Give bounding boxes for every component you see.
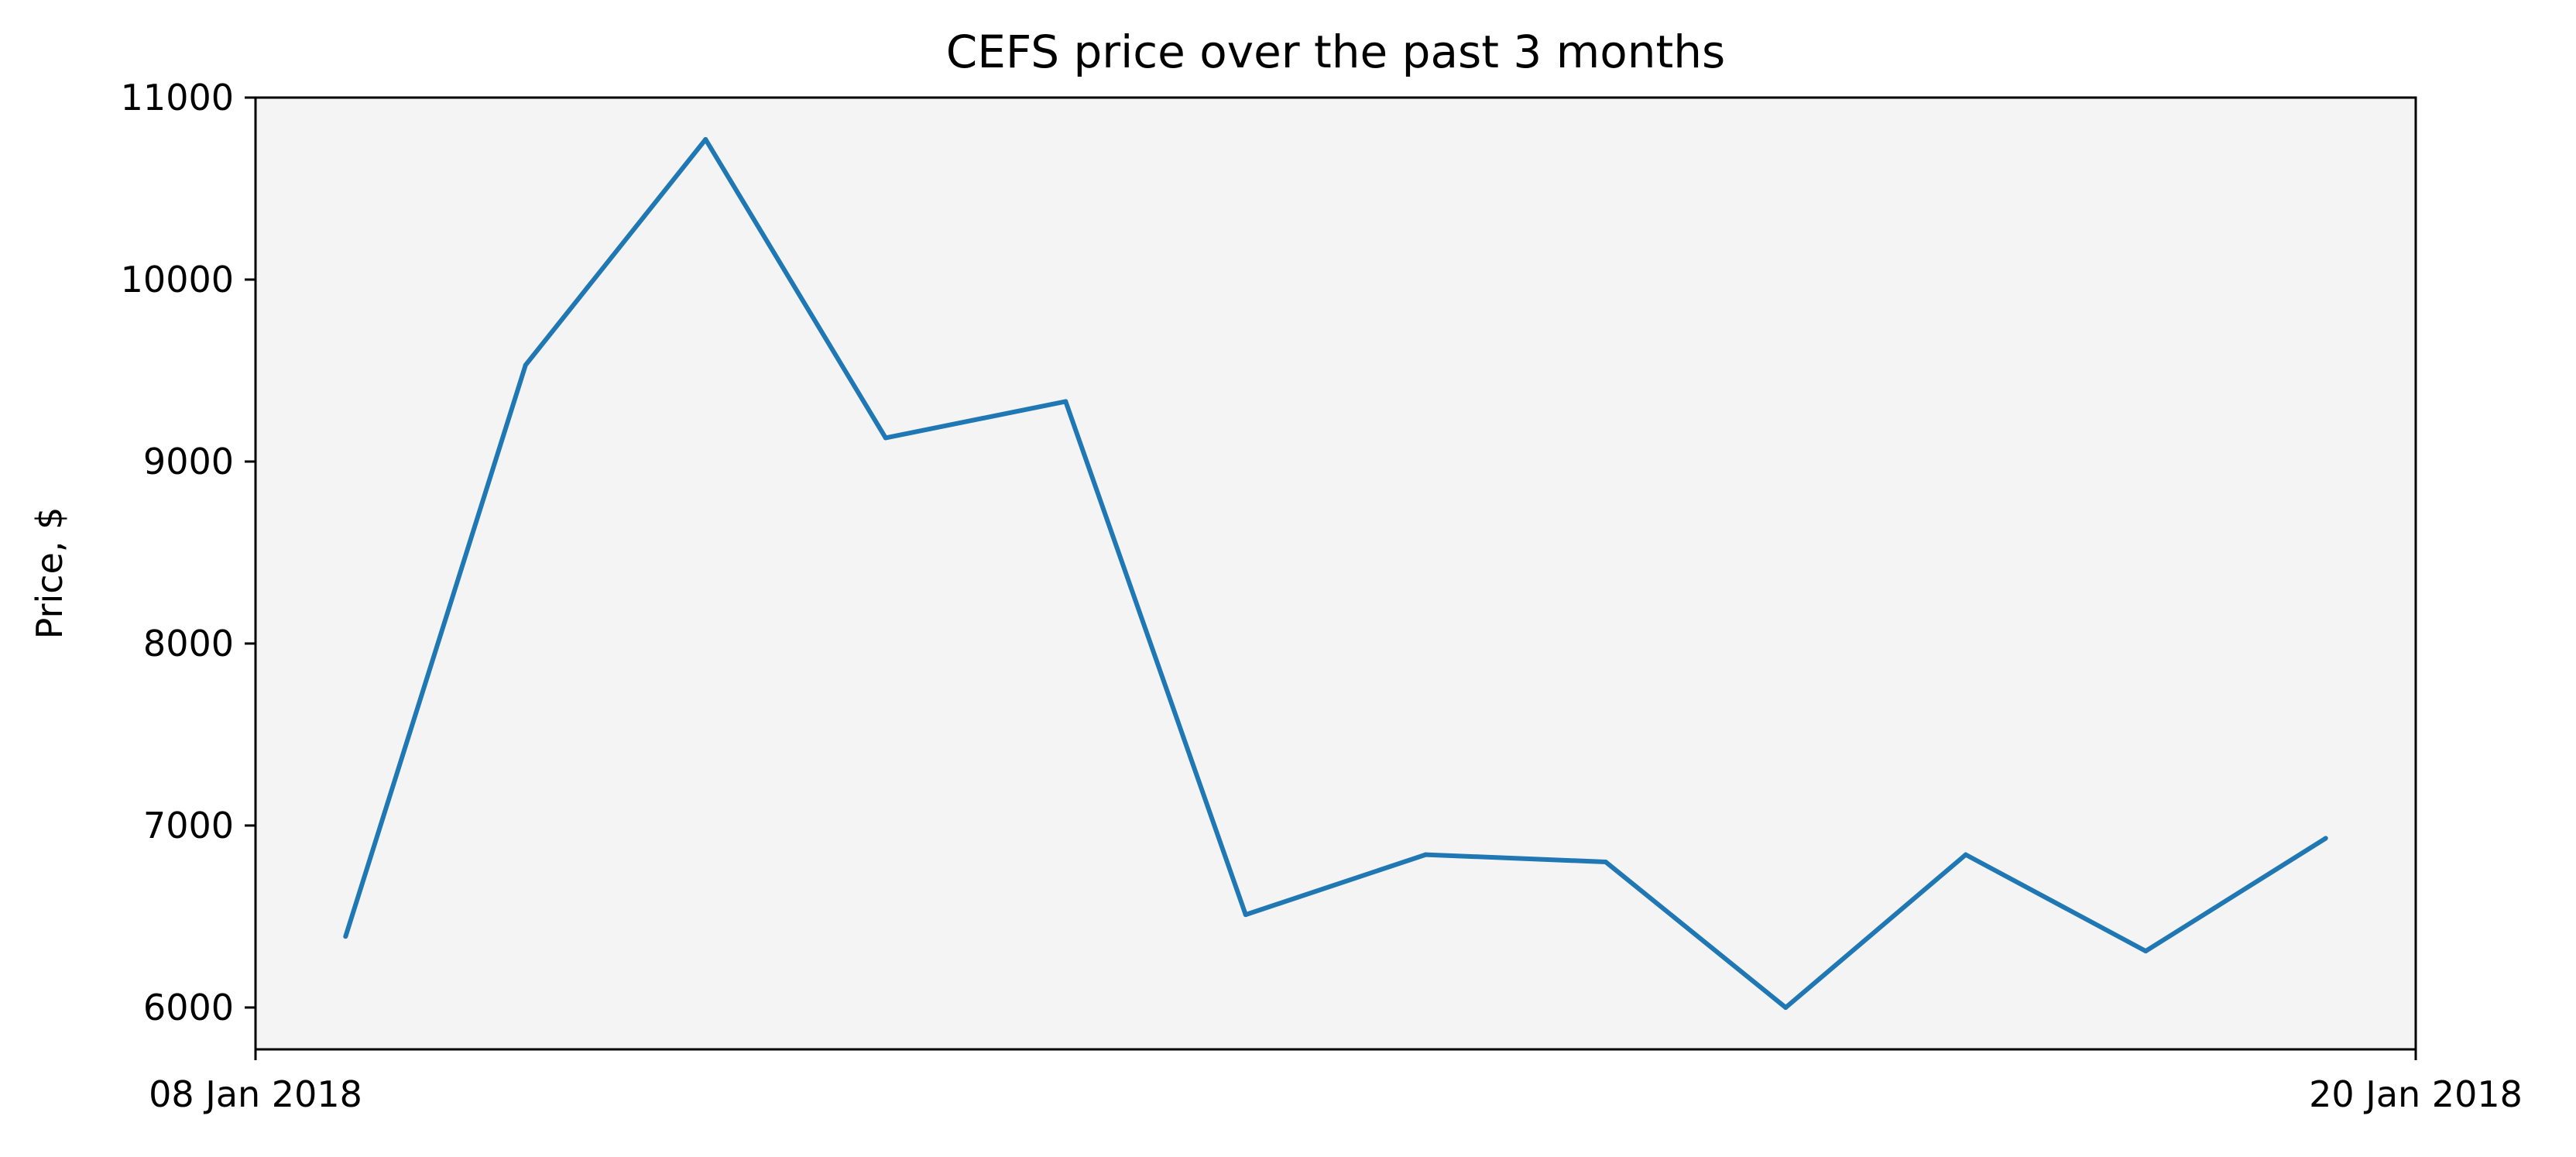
plot-frame (254, 96, 2417, 1051)
y-tick-label: 9000 (143, 441, 234, 482)
data-point (2143, 949, 2149, 954)
y-tick-label: 10000 (121, 259, 234, 300)
y-tick-label: 11000 (121, 77, 234, 118)
y-tick-label: 6000 (143, 987, 234, 1028)
data-point (883, 435, 888, 441)
data-points (343, 137, 2328, 1010)
price-line (343, 137, 2327, 1010)
data-point (1243, 912, 1248, 918)
data-point (2323, 836, 2328, 841)
y-tick-label: 8000 (143, 623, 234, 664)
x-axis-ticks: 08 Jan 2018 20 Jan 2018 (149, 1049, 2523, 1115)
y-axis-ticks: 6000 7000 8000 9000 10000 11000 (121, 77, 256, 1028)
data-point (1063, 399, 1068, 404)
data-point (1783, 1004, 1789, 1010)
data-point (1963, 852, 1968, 857)
data-point (703, 137, 708, 142)
data-point (523, 362, 528, 368)
x-tick-label: 08 Jan 2018 (149, 1073, 362, 1115)
data-point (343, 934, 348, 939)
chart-title: CEFS price over the past 3 months (946, 26, 1725, 78)
y-tick-label: 7000 (143, 805, 234, 846)
data-point (1423, 852, 1429, 857)
x-tick-label: 20 Jan 2018 (2309, 1073, 2523, 1115)
data-point (1603, 859, 1608, 864)
y-axis-label: Price, $ (29, 507, 70, 640)
plot-background (256, 98, 2416, 1049)
